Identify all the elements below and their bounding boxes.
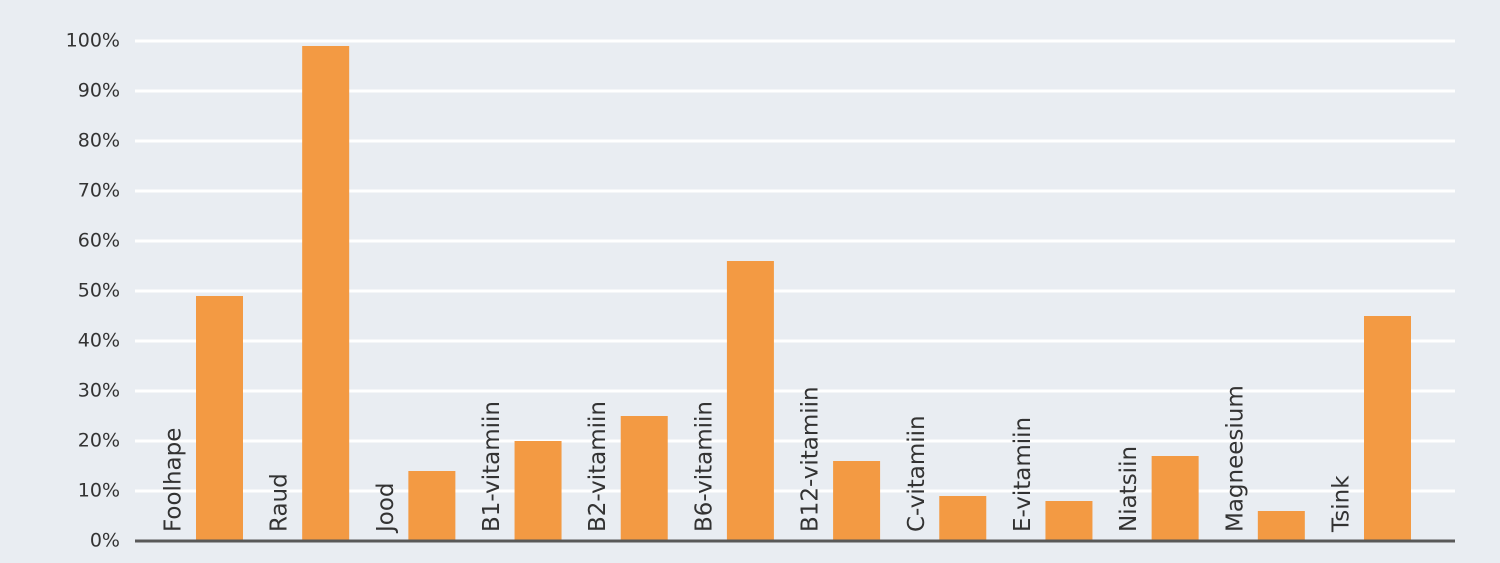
bar bbox=[833, 461, 881, 541]
bar bbox=[408, 471, 456, 541]
bar bbox=[302, 46, 350, 541]
y-tick-label: 50% bbox=[78, 280, 120, 302]
x-tick-label: Niatsiin bbox=[1116, 446, 1142, 532]
y-tick-label: 100% bbox=[66, 30, 120, 52]
y-tick-label: 90% bbox=[78, 80, 120, 102]
x-tick-label: Jood bbox=[373, 482, 399, 534]
bar bbox=[196, 296, 243, 541]
y-tick-label: 20% bbox=[78, 430, 120, 452]
x-tick-label: Raud bbox=[267, 473, 293, 532]
y-tick-label: 0% bbox=[90, 530, 120, 552]
bar bbox=[1045, 501, 1093, 541]
y-tick-label: 60% bbox=[78, 230, 120, 252]
bar bbox=[939, 496, 987, 541]
bar bbox=[1257, 511, 1305, 541]
bar bbox=[1364, 316, 1411, 541]
x-tick-label: Tsink bbox=[1329, 475, 1355, 533]
y-tick-label: 30% bbox=[78, 380, 120, 402]
bar bbox=[726, 261, 774, 541]
x-tick-label: B2-vitamiin bbox=[585, 401, 611, 532]
x-tick-label: C-vitamiin bbox=[904, 415, 930, 532]
y-tick-label: 80% bbox=[78, 130, 120, 152]
bar bbox=[1151, 456, 1199, 541]
bar bbox=[514, 441, 562, 541]
x-tick-label: B12-vitamiin bbox=[798, 386, 824, 532]
bar bbox=[620, 416, 668, 541]
y-tick-label: 10% bbox=[78, 480, 120, 502]
x-tick-label: Foolhape bbox=[161, 428, 187, 532]
x-tick-label: Magneesium bbox=[1222, 385, 1248, 532]
y-tick-label: 70% bbox=[78, 180, 120, 202]
x-tick-label: B6-vitamiin bbox=[691, 401, 717, 532]
x-tick-label: E-vitamiin bbox=[1010, 417, 1036, 532]
x-tick-label: B1-vitamiin bbox=[479, 401, 505, 532]
y-tick-label: 40% bbox=[78, 330, 120, 352]
